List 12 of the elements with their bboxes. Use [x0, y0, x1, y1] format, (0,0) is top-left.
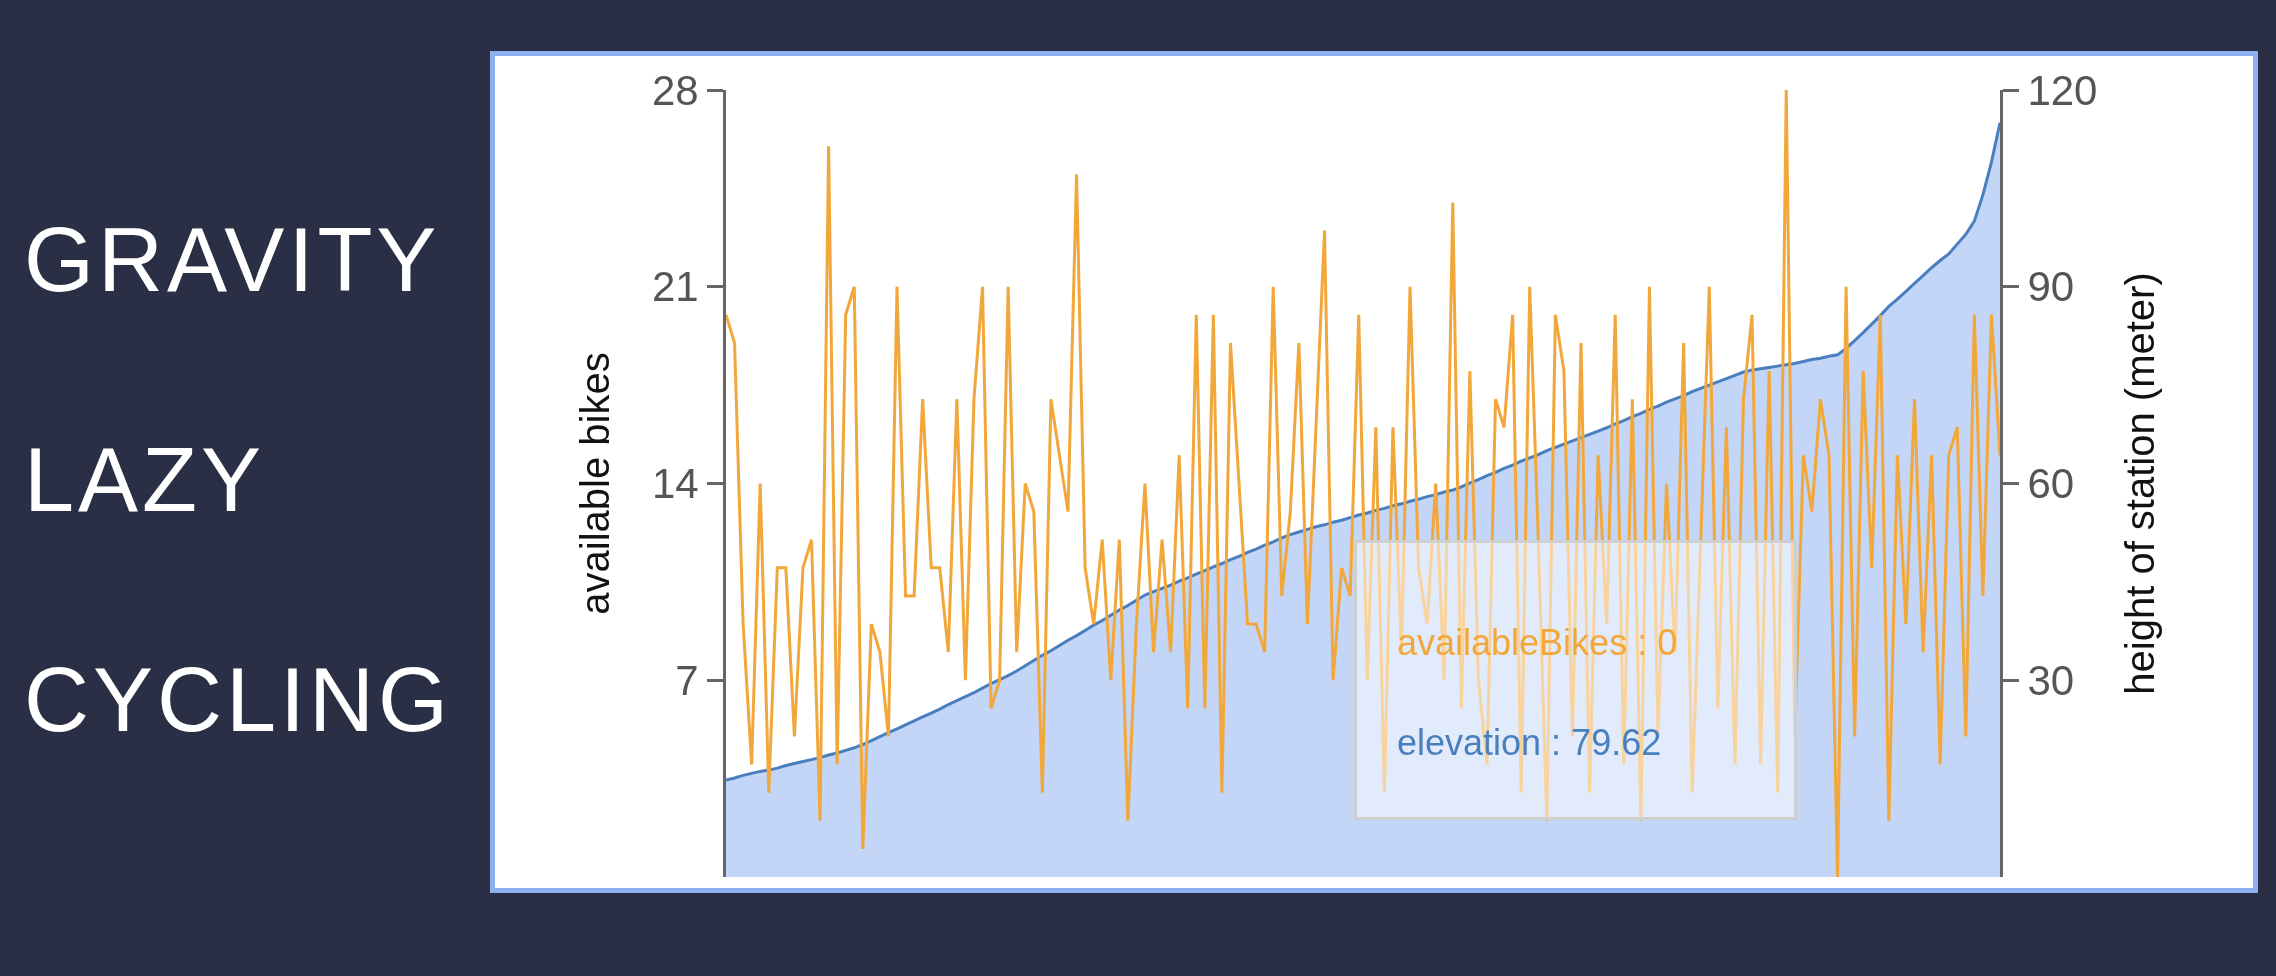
y2-tick-label: 90 [2027, 263, 2075, 311]
y-tick-label: 21 [651, 263, 699, 311]
y2-tick-label: 60 [2027, 460, 2075, 508]
y-tick-label: 28 [651, 66, 699, 114]
annotation: availableBikes : 0 [1397, 621, 1679, 665]
y2-tick-label: 120 [2027, 66, 2098, 114]
y-tick-label: 14 [651, 460, 699, 508]
y2-tick-label: 30 [2027, 656, 2075, 704]
y2-axis-title: height of station (meter) [2117, 272, 2162, 695]
y-tick-label: 7 [675, 656, 699, 704]
chart-title: GRAVITY LAZY CYCLING [24, 210, 453, 750]
y-axis-title: available bikes [573, 352, 618, 615]
